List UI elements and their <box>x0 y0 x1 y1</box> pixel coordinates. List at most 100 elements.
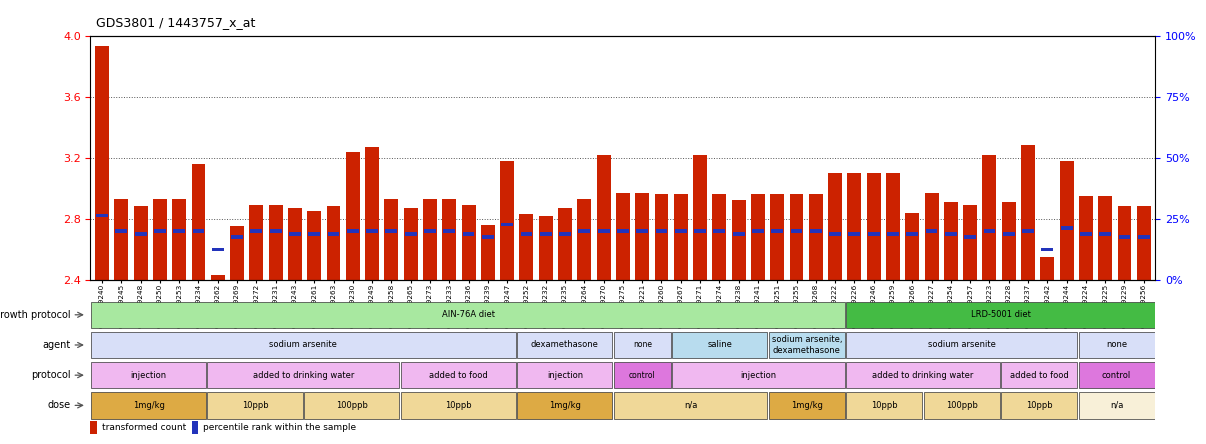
Bar <box>172 199 186 280</box>
Text: 1mg/kg: 1mg/kg <box>133 401 164 410</box>
Bar <box>250 205 263 280</box>
Bar <box>614 362 671 388</box>
Bar <box>154 229 165 233</box>
Bar <box>289 232 300 236</box>
Text: LRD-5001 diet: LRD-5001 diet <box>971 310 1030 319</box>
Bar <box>809 194 822 280</box>
Bar <box>984 229 995 233</box>
Text: 100ppb: 100ppb <box>336 401 368 410</box>
Bar <box>656 229 667 233</box>
Bar <box>733 232 744 236</box>
Bar <box>944 202 958 280</box>
Bar <box>1042 247 1053 251</box>
Bar <box>983 155 996 280</box>
Bar <box>90 421 96 434</box>
Bar <box>714 229 725 233</box>
Bar <box>888 232 898 236</box>
Bar <box>1023 229 1034 233</box>
Bar <box>443 199 456 280</box>
Text: 1mg/kg: 1mg/kg <box>791 401 822 410</box>
Text: sodium arsenite: sodium arsenite <box>927 341 996 349</box>
Bar <box>597 155 610 280</box>
Bar <box>517 332 613 358</box>
Bar <box>95 46 109 280</box>
Bar <box>309 232 320 236</box>
Bar <box>1079 196 1093 280</box>
Bar <box>92 362 206 388</box>
Bar <box>462 205 475 280</box>
Text: GDS3801 / 1443757_x_at: GDS3801 / 1443757_x_at <box>96 16 256 29</box>
Text: 10ppb: 10ppb <box>445 401 472 410</box>
Bar <box>790 194 803 280</box>
Bar <box>848 173 861 280</box>
Bar <box>693 155 707 280</box>
Bar <box>655 194 668 280</box>
Text: AIN-76A diet: AIN-76A diet <box>441 310 494 319</box>
Bar <box>1081 232 1091 236</box>
Bar <box>517 362 613 388</box>
Bar <box>675 229 686 233</box>
Bar <box>907 232 918 236</box>
Bar <box>772 229 783 233</box>
Bar <box>1100 232 1111 236</box>
Bar <box>463 232 474 236</box>
Bar <box>906 213 919 280</box>
Bar <box>617 229 628 233</box>
Bar <box>288 208 302 280</box>
Bar <box>386 229 397 233</box>
Text: added to food: added to food <box>1009 371 1069 380</box>
Bar <box>327 206 340 280</box>
Bar <box>92 301 844 328</box>
Bar <box>232 235 242 239</box>
Bar <box>1002 202 1015 280</box>
Bar <box>1001 362 1077 388</box>
Bar <box>637 229 648 233</box>
Bar <box>539 216 552 280</box>
Text: 10ppb: 10ppb <box>241 401 269 410</box>
Bar <box>521 232 532 236</box>
Bar <box>270 229 281 233</box>
Bar <box>769 392 844 419</box>
Text: n/a: n/a <box>684 401 697 410</box>
Bar <box>500 161 514 280</box>
Bar <box>1021 146 1035 280</box>
Text: agent: agent <box>42 340 70 350</box>
Text: added to food: added to food <box>429 371 487 380</box>
Bar <box>791 229 802 233</box>
Bar <box>520 214 533 280</box>
Bar <box>153 199 166 280</box>
Bar <box>174 229 185 233</box>
Bar <box>924 392 1000 419</box>
Text: protocol: protocol <box>31 370 70 380</box>
Bar <box>769 332 844 358</box>
Bar <box>269 205 282 280</box>
Bar <box>578 199 591 280</box>
Bar <box>830 232 841 236</box>
Bar <box>926 229 937 233</box>
Bar <box>672 332 767 358</box>
Bar <box>751 194 765 280</box>
Text: transformed count: transformed count <box>101 423 186 432</box>
Bar <box>211 275 224 280</box>
Bar <box>847 332 1077 358</box>
Bar <box>444 229 455 233</box>
Bar <box>207 392 303 419</box>
Bar <box>672 362 844 388</box>
Bar <box>482 235 493 239</box>
Text: none: none <box>633 341 651 349</box>
Bar <box>385 199 398 280</box>
Text: n/a: n/a <box>1110 401 1123 410</box>
Bar <box>347 229 358 233</box>
Bar <box>598 229 609 233</box>
Bar <box>230 226 244 280</box>
Bar <box>212 247 223 251</box>
Bar <box>207 362 399 388</box>
Bar <box>405 232 416 236</box>
Text: saline: saline <box>707 341 732 349</box>
Bar <box>116 229 127 233</box>
Text: added to drinking water: added to drinking water <box>253 371 355 380</box>
Bar <box>425 229 435 233</box>
Text: growth protocol: growth protocol <box>0 310 70 320</box>
Bar <box>886 173 900 280</box>
Bar <box>92 392 206 419</box>
